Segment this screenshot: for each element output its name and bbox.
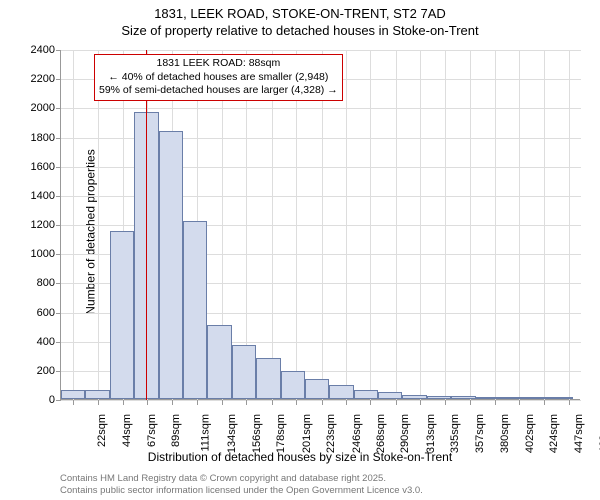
- x-tick-label: 201sqm: [301, 414, 313, 453]
- x-tick-label: 402sqm: [524, 414, 536, 453]
- footer-line1: Contains HM Land Registry data © Crown c…: [60, 473, 423, 484]
- chart-title-sub: Size of property relative to detached ho…: [0, 21, 600, 38]
- grid-line-v: [519, 50, 520, 400]
- marker-line: [146, 50, 147, 400]
- histogram-bar: [281, 371, 305, 399]
- histogram-bar: [402, 395, 426, 399]
- footer-line2: Contains public sector information licen…: [60, 485, 423, 496]
- y-tick-label: 2400: [31, 44, 55, 56]
- histogram-bar: [500, 397, 524, 399]
- y-tick-label: 800: [37, 277, 55, 289]
- grid-line-v: [569, 50, 570, 400]
- y-tick-label: 1000: [31, 248, 55, 260]
- histogram-bar: [476, 397, 500, 399]
- grid-line-v: [322, 50, 323, 400]
- x-tick-label: 357sqm: [474, 414, 486, 453]
- x-tick-label: 380sqm: [499, 414, 511, 453]
- y-tick-label: 0: [49, 394, 55, 406]
- grid-line-v: [420, 50, 421, 400]
- footer-attribution: Contains HM Land Registry data © Crown c…: [60, 473, 423, 496]
- histogram-bar: [85, 390, 109, 399]
- x-tick-label: 89sqm: [171, 414, 183, 447]
- x-tick-label: 223sqm: [325, 414, 337, 453]
- grid-line-v: [544, 50, 545, 400]
- histogram-bar: [232, 345, 256, 399]
- x-tick-label: 111sqm: [199, 414, 211, 452]
- grid-line-v: [98, 50, 99, 400]
- y-tick-label: 1800: [31, 132, 55, 144]
- y-tick-label: 1400: [31, 190, 55, 202]
- x-tick-label: 268sqm: [375, 414, 387, 453]
- plot-area: 1831 LEEK ROAD: 88sqm← 40% of detached h…: [60, 50, 580, 400]
- y-tick-label: 1200: [31, 219, 55, 231]
- annotation-line3: 59% of semi-detached houses are larger (…: [99, 84, 338, 98]
- histogram-bar: [427, 396, 451, 399]
- x-tick-label: 156sqm: [251, 414, 263, 453]
- x-tick-label: 335sqm: [449, 414, 461, 453]
- x-tick-label: 44sqm: [121, 414, 133, 447]
- grid-line-v: [445, 50, 446, 400]
- y-tick-label: 1600: [31, 161, 55, 173]
- y-tick-label: 600: [37, 307, 55, 319]
- x-tick-label: 246sqm: [351, 414, 363, 453]
- grid-line-v: [495, 50, 496, 400]
- x-tick-label: 67sqm: [146, 414, 158, 447]
- histogram-bar: [110, 231, 134, 399]
- grid-line-v: [470, 50, 471, 400]
- x-tick-label: 424sqm: [548, 414, 560, 453]
- histogram-bar: [329, 385, 353, 399]
- x-tick-label: 447sqm: [574, 414, 586, 453]
- histogram-bar: [524, 397, 548, 399]
- grid-line-v: [73, 50, 74, 400]
- histogram-bar: [378, 392, 402, 399]
- y-tick-label: 2200: [31, 73, 55, 85]
- histogram-bar: [159, 131, 183, 399]
- annotation-box: 1831 LEEK ROAD: 88sqm← 40% of detached h…: [94, 54, 343, 101]
- y-tick-label: 2000: [31, 102, 55, 114]
- histogram-bar: [305, 379, 329, 399]
- chart-title-main: 1831, LEEK ROAD, STOKE-ON-TRENT, ST2 7AD: [0, 0, 600, 21]
- grid-line-v: [272, 50, 273, 400]
- annotation-line1: 1831 LEEK ROAD: 88sqm: [99, 57, 338, 71]
- x-tick-label: 178sqm: [275, 414, 287, 453]
- y-tick-label: 200: [37, 365, 55, 377]
- grid-line-v: [346, 50, 347, 400]
- y-tick-label: 400: [37, 336, 55, 348]
- histogram-bar: [256, 358, 280, 399]
- annotation-line2: ← 40% of detached houses are smaller (2,…: [99, 71, 338, 85]
- histogram-bar: [451, 396, 475, 399]
- x-tick-label: 134sqm: [227, 414, 239, 453]
- histogram-bar: [207, 325, 231, 399]
- x-tick-label: 313sqm: [425, 414, 437, 453]
- histogram-bar: [549, 397, 573, 399]
- x-tick-label: 290sqm: [399, 414, 411, 453]
- histogram-bar: [61, 390, 85, 399]
- grid-line-v: [370, 50, 371, 400]
- histogram-bar: [354, 390, 378, 399]
- histogram-bar: [183, 221, 207, 399]
- grid-line-v: [296, 50, 297, 400]
- grid-line-v: [396, 50, 397, 400]
- x-tick-label: 22sqm: [96, 414, 108, 447]
